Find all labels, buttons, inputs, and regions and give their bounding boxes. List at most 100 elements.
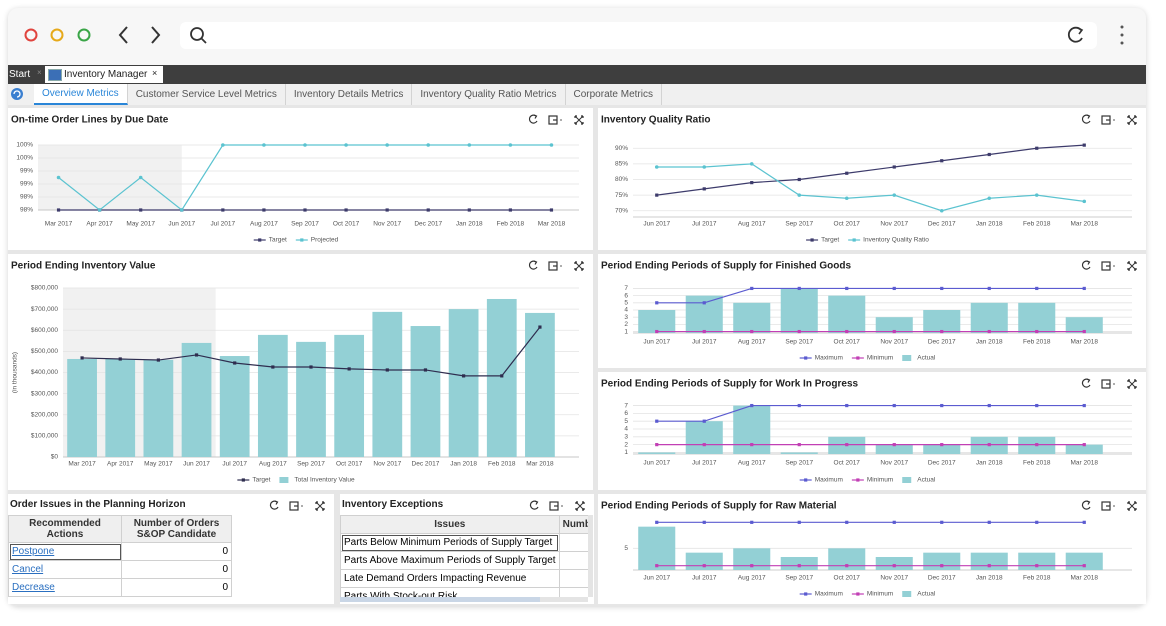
layout-icon[interactable]	[289, 501, 303, 511]
action-link[interactable]: Cancel	[12, 564, 44, 575]
legend: Maximum Minimum Actual	[799, 355, 936, 362]
cell[interactable]: Parts Above Maximum Periods of Supply Ta…	[340, 551, 560, 570]
layout-icon[interactable]	[1101, 261, 1115, 271]
expand-icon[interactable]	[574, 115, 584, 125]
point	[549, 143, 554, 147]
legend-label: Maximum	[815, 477, 843, 484]
action-link[interactable]: Decrease	[12, 582, 55, 593]
layout-icon[interactable]	[548, 115, 562, 125]
x-tick-label: Jan 2018	[976, 460, 1003, 467]
expand-icon[interactable]	[575, 501, 585, 511]
panel-title: Period Ending Periods of Supply for Work…	[601, 379, 859, 390]
legend-swatch	[804, 478, 808, 482]
start-tab[interactable]: Start	[9, 69, 31, 80]
cell: 0	[121, 578, 232, 597]
refresh-icon[interactable]	[1081, 378, 1091, 388]
tab[interactable]: Inventory Details Metrics	[286, 84, 413, 105]
cell[interactable]: Late Demand Orders Impacting Revenue	[340, 569, 560, 588]
refresh-icon[interactable]	[1081, 114, 1091, 124]
refresh-icon[interactable]	[1081, 500, 1091, 510]
refresh-icon[interactable]	[528, 114, 538, 124]
refresh-icon[interactable]	[269, 500, 279, 510]
reload-button[interactable]	[1067, 26, 1083, 43]
legend-swatch	[804, 592, 808, 596]
point	[892, 193, 897, 197]
point	[385, 208, 389, 212]
chart-panel: On-time Order Lines by Due Date 98% 98% 99…	[8, 108, 593, 250]
point	[749, 162, 754, 166]
start-close[interactable]: ×	[37, 68, 42, 77]
expand-icon[interactable]	[1127, 115, 1137, 125]
tab[interactable]: Corporate Metrics	[566, 84, 662, 105]
point	[940, 329, 944, 334]
bar	[448, 309, 479, 457]
refresh-icon[interactable]	[1081, 260, 1091, 270]
expand-icon[interactable]	[315, 501, 325, 511]
panel-title: Period Ending Periods of Supply for Raw …	[601, 501, 837, 512]
bar	[638, 310, 676, 333]
back-button[interactable]	[118, 26, 128, 44]
legend-swatch	[902, 591, 912, 597]
cell[interactable]: Parts With Stock-out Risk	[340, 587, 560, 597]
layout-icon[interactable]	[548, 261, 562, 271]
point	[797, 564, 801, 568]
point	[262, 143, 266, 147]
expand-icon[interactable]	[1127, 501, 1137, 511]
point	[423, 368, 428, 372]
legend-swatch	[902, 355, 912, 361]
x-tick-label: Jun 2017	[643, 460, 670, 467]
app-tab-close[interactable]: ×	[152, 68, 158, 78]
tab[interactable]: Inventory Quality Ratio Metrics	[412, 84, 566, 105]
point	[467, 208, 471, 212]
home-icon[interactable]	[8, 84, 34, 105]
bar	[296, 341, 326, 457]
expand-icon[interactable]	[574, 261, 584, 271]
x-tick-label: Jul 2017	[692, 575, 717, 582]
app-tab[interactable]: Inventory Manager ×	[45, 66, 163, 83]
x-tick-label: Sep 2017	[785, 575, 813, 582]
cell[interactable]: Parts Below Minimum Periods of Supply Ta…	[340, 533, 560, 552]
scrollbar[interactable]	[340, 597, 588, 602]
point	[1082, 286, 1086, 291]
x-tick-label: Mar 2018	[538, 221, 566, 228]
maximize-button[interactable]	[77, 28, 91, 42]
layout-icon[interactable]	[1101, 379, 1115, 389]
exceptions-table: Issues Numb Parts Below Minimum Periods o…	[340, 515, 588, 597]
layout-icon[interactable]	[1101, 501, 1115, 511]
forward-button[interactable]	[151, 26, 161, 44]
y-tick-label: $700,000	[31, 306, 58, 313]
tab[interactable]: Customer Service Level Metrics	[128, 84, 286, 105]
menu-button[interactable]	[1120, 25, 1124, 45]
bar	[685, 421, 723, 454]
x-tick-label: Aug 2017	[738, 339, 766, 346]
y-tick-label: 7	[624, 285, 628, 292]
legend-label: Target	[821, 237, 839, 244]
x-tick-label: Jan 2018	[450, 461, 477, 468]
legend-swatch	[300, 238, 304, 242]
close-button[interactable]	[24, 28, 38, 42]
refresh-icon[interactable]	[528, 260, 538, 270]
legend: Target Total Inventory Value	[237, 477, 355, 484]
refresh-icon[interactable]	[529, 500, 539, 510]
layout-icon[interactable]	[549, 501, 563, 511]
expand-icon[interactable]	[1127, 379, 1137, 389]
x-tick-label: Oct 2017	[834, 221, 861, 228]
minimize-button[interactable]	[50, 28, 64, 42]
point	[56, 208, 61, 212]
address-bar[interactable]	[180, 22, 1097, 49]
legend-label: Minimum	[867, 591, 893, 598]
action-link[interactable]: Postpone	[12, 546, 55, 557]
search-icon	[190, 27, 204, 41]
tab-bar: Overview Metrics Customer Service Level …	[8, 84, 1146, 106]
chart-panel: Period Ending Periods of Supply for Fini…	[598, 254, 1146, 368]
point	[939, 208, 944, 213]
bar	[410, 326, 441, 457]
chart-panel: Period Ending Periods of Supply for Raw …	[598, 494, 1146, 604]
scrollbar[interactable]	[588, 515, 593, 597]
point	[702, 187, 706, 191]
tab[interactable]: Overview Metrics	[34, 84, 128, 105]
point	[655, 329, 659, 334]
y-tick-label: $600,000	[31, 327, 58, 334]
layout-icon[interactable]	[1101, 115, 1115, 125]
expand-icon[interactable]	[1127, 261, 1137, 271]
